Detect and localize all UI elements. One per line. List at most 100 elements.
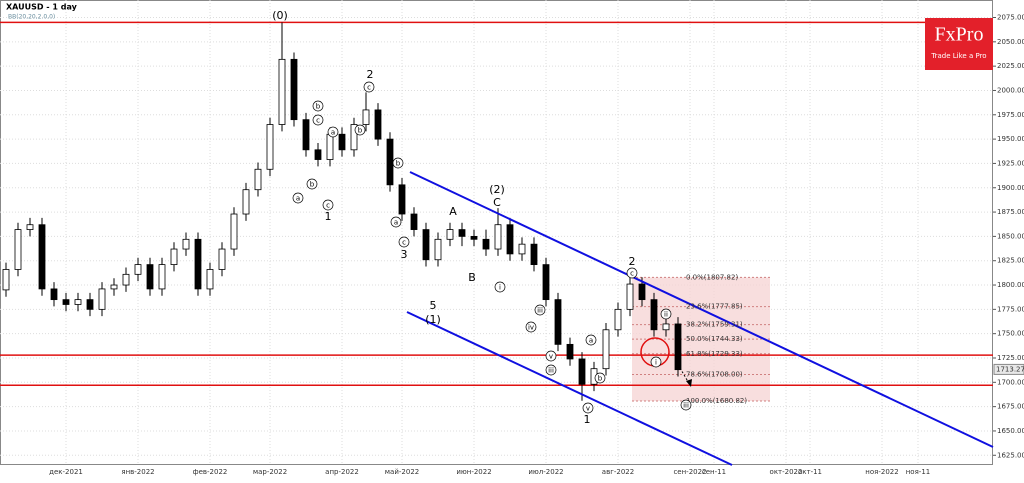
x-tick-label: авг-2022 (602, 468, 634, 476)
candle-body (638, 283, 646, 301)
candle-body (542, 264, 550, 301)
last-price-label: 1713.27 (996, 365, 1024, 373)
y-tick-label: 1750.00 (997, 330, 1024, 338)
wave-label: (1) (425, 313, 441, 326)
candle-body (278, 58, 286, 125)
candle-body (482, 238, 490, 250)
candle-body (674, 323, 682, 371)
candle-body (194, 238, 202, 290)
wave-label: b (316, 103, 321, 111)
channel-upper (409, 171, 994, 448)
candle-body (290, 58, 298, 121)
candle-body (206, 269, 214, 290)
fib-label: 50.0%(1744.33) (686, 335, 743, 343)
wave-label: c (367, 84, 371, 92)
candle-body (182, 238, 190, 250)
y-tick-label: 1625.00 (997, 451, 1024, 459)
candle-body (26, 224, 34, 230)
wave-circle (594, 372, 606, 384)
candle-body (398, 184, 406, 215)
y-tick-label: 2000.00 (997, 86, 1024, 94)
y-tick-label: 1700.00 (997, 378, 1024, 386)
wave-label: b (396, 160, 401, 168)
candle-body (338, 133, 346, 151)
x-tick-label: фев-2022 (193, 468, 228, 476)
x-tick-label: окт-2022 (770, 468, 803, 476)
wave-label: 3 (401, 248, 408, 261)
wave-label: 2 (629, 255, 636, 268)
wave-label: a (331, 129, 335, 137)
wave-label: b (310, 181, 315, 189)
wave-circle (545, 364, 557, 376)
y-tick-label: 1725.00 (997, 354, 1024, 362)
wave-label: (2) (489, 183, 505, 196)
y-tick-label: 1925.00 (997, 159, 1024, 167)
candle-body (230, 213, 238, 250)
wave-circle (525, 321, 537, 333)
candle-body (650, 299, 658, 331)
wave-circle (392, 157, 404, 169)
y-tick-label: 1650.00 (997, 427, 1024, 435)
wave-label: i (655, 359, 657, 367)
last-price-box (993, 363, 1024, 375)
wave-label: c (630, 270, 634, 278)
arrow-head (686, 379, 692, 387)
candle-body (434, 238, 442, 261)
wave-circle (322, 199, 334, 211)
y-tick-label: 1900.00 (997, 184, 1024, 192)
wave-label: 1 (584, 413, 591, 426)
wave-circle (650, 356, 662, 368)
candle-body (326, 133, 334, 160)
logo-name: FxPro (935, 24, 984, 46)
wave-label: ii (664, 311, 668, 319)
wave-circle (363, 81, 375, 93)
wave-label: A (449, 205, 457, 218)
candle-body (530, 243, 538, 266)
wave-label: v (549, 353, 553, 361)
y-tick-label: 2050.00 (997, 38, 1024, 46)
candle-body (170, 248, 178, 266)
candle-body (350, 124, 358, 151)
x-tick-label: окт-11 (798, 468, 822, 476)
candle-body (626, 283, 634, 310)
wave-circle (327, 126, 339, 138)
wave-label: i (499, 284, 501, 292)
wave-label: 5 (430, 299, 437, 312)
x-tick-label: ноя-2022 (865, 468, 898, 476)
candle-body (566, 343, 574, 360)
y-tick-label: 1875.00 (997, 208, 1024, 216)
x-tick-label: дек-2021 (49, 468, 83, 476)
wave-label: a (589, 337, 593, 345)
candle-body (218, 248, 226, 270)
wave-circle (680, 399, 692, 411)
candle-body (602, 329, 610, 370)
wave-circle (545, 350, 557, 362)
candle-body (578, 358, 586, 385)
x-tick-label: июл-2022 (528, 468, 563, 476)
wave-circle (312, 114, 324, 126)
y-tick-label: 1850.00 (997, 232, 1024, 240)
candle-body (410, 213, 418, 230)
candle-body (146, 264, 154, 290)
candle-body (158, 264, 166, 290)
wave-label: B (468, 271, 476, 284)
wave-circle (494, 281, 506, 293)
wave-label: (0) (272, 9, 288, 22)
wave-circle (585, 334, 597, 346)
candle-body (494, 224, 502, 250)
wave-circle (354, 124, 366, 136)
wave-circle (626, 267, 638, 279)
y-tick-label: 1675.00 (997, 403, 1024, 411)
wave-circle (534, 304, 546, 316)
fib-label: 100.0%(1680.82) (686, 397, 747, 405)
wave-circle (582, 402, 594, 414)
candle-body (62, 299, 70, 305)
candle-body (506, 224, 514, 255)
wave-circle (660, 308, 672, 320)
wave-label: iii (548, 367, 554, 375)
fib-label: 78.6%(1708.00) (686, 371, 743, 379)
x-tick-label: янв-2022 (121, 468, 154, 476)
candle-body (614, 308, 622, 331)
wave-label: iii (683, 402, 689, 410)
